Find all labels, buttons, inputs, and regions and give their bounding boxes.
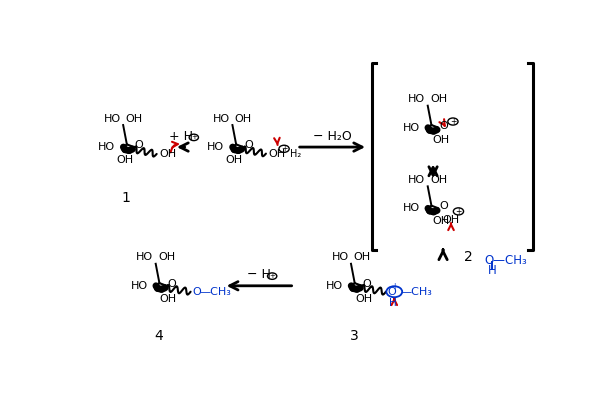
Text: —CH₃: —CH₃ [401,287,433,297]
Text: O: O [388,287,397,297]
Text: HO: HO [332,253,349,262]
Text: +: + [450,117,456,126]
Text: O: O [134,140,143,150]
Text: +: + [281,144,287,153]
Text: 3: 3 [350,329,358,343]
Text: + H: + H [169,129,193,142]
Text: H: H [488,264,497,277]
Text: O: O [244,140,253,150]
Text: OH: OH [432,135,449,145]
Text: OH: OH [158,253,175,262]
Text: +: + [191,134,197,140]
Text: OH: OH [226,155,243,166]
Text: HO: HO [408,175,425,185]
Text: —CH₃: —CH₃ [199,287,231,297]
Text: +: + [455,207,461,216]
Text: − H₂O: − H₂O [313,129,352,142]
Text: O—CH₃: O—CH₃ [484,254,527,267]
Text: HO: HO [207,142,224,152]
Text: HO: HO [408,94,425,104]
Text: HO: HO [326,281,343,291]
Text: OH: OH [159,149,176,159]
Text: OH: OH [116,155,134,166]
Text: O: O [439,121,448,131]
Text: HO: HO [136,253,154,262]
Text: 1: 1 [122,191,131,204]
Text: OH: OH [443,215,460,225]
Text: HO: HO [130,281,148,291]
Text: HO: HO [98,142,115,152]
Text: OH: OH [160,294,177,303]
Text: OH: OH [235,114,252,124]
Text: +: + [269,273,275,279]
Text: HO: HO [403,123,419,133]
Text: OH: OH [430,175,447,185]
Text: 4: 4 [154,329,163,343]
Text: O: O [439,202,448,211]
Text: HO: HO [213,114,230,124]
Text: HO: HO [104,114,121,124]
Text: OH: OH [430,94,447,104]
Text: HO: HO [403,203,419,213]
Text: O: O [167,279,176,289]
Text: 2: 2 [464,250,472,264]
Text: OH: OH [432,216,449,226]
Text: OH: OH [125,114,143,124]
Text: O: O [362,279,371,289]
Text: H: H [389,298,397,308]
Text: OH: OH [355,294,372,303]
Text: O: O [192,287,201,297]
Text: H₂: H₂ [290,149,301,159]
Text: − H: − H [247,268,271,281]
Text: +: + [391,282,397,291]
Text: OH: OH [268,149,286,159]
Text: OH: OH [353,253,370,262]
